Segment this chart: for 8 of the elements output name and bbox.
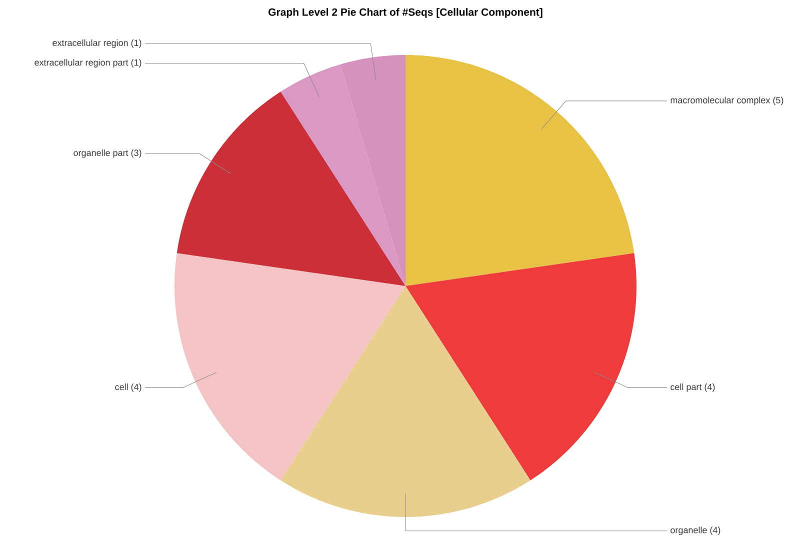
slice-label: organelle part (3)	[74, 149, 142, 158]
chart-title: Graph Level 2 Pie Chart of #Seqs [Cellular Component]	[268, 8, 542, 18]
slice-label: extracellular region (1)	[52, 39, 142, 48]
slice-label: macromolecular complex (5)	[670, 96, 784, 106]
slice-label: extracellular region part (1)	[34, 59, 142, 68]
slice-label: cell part (4)	[670, 384, 715, 392]
slice-label: cell (4)	[115, 384, 142, 392]
slice-label: organelle (4)	[670, 526, 720, 536]
